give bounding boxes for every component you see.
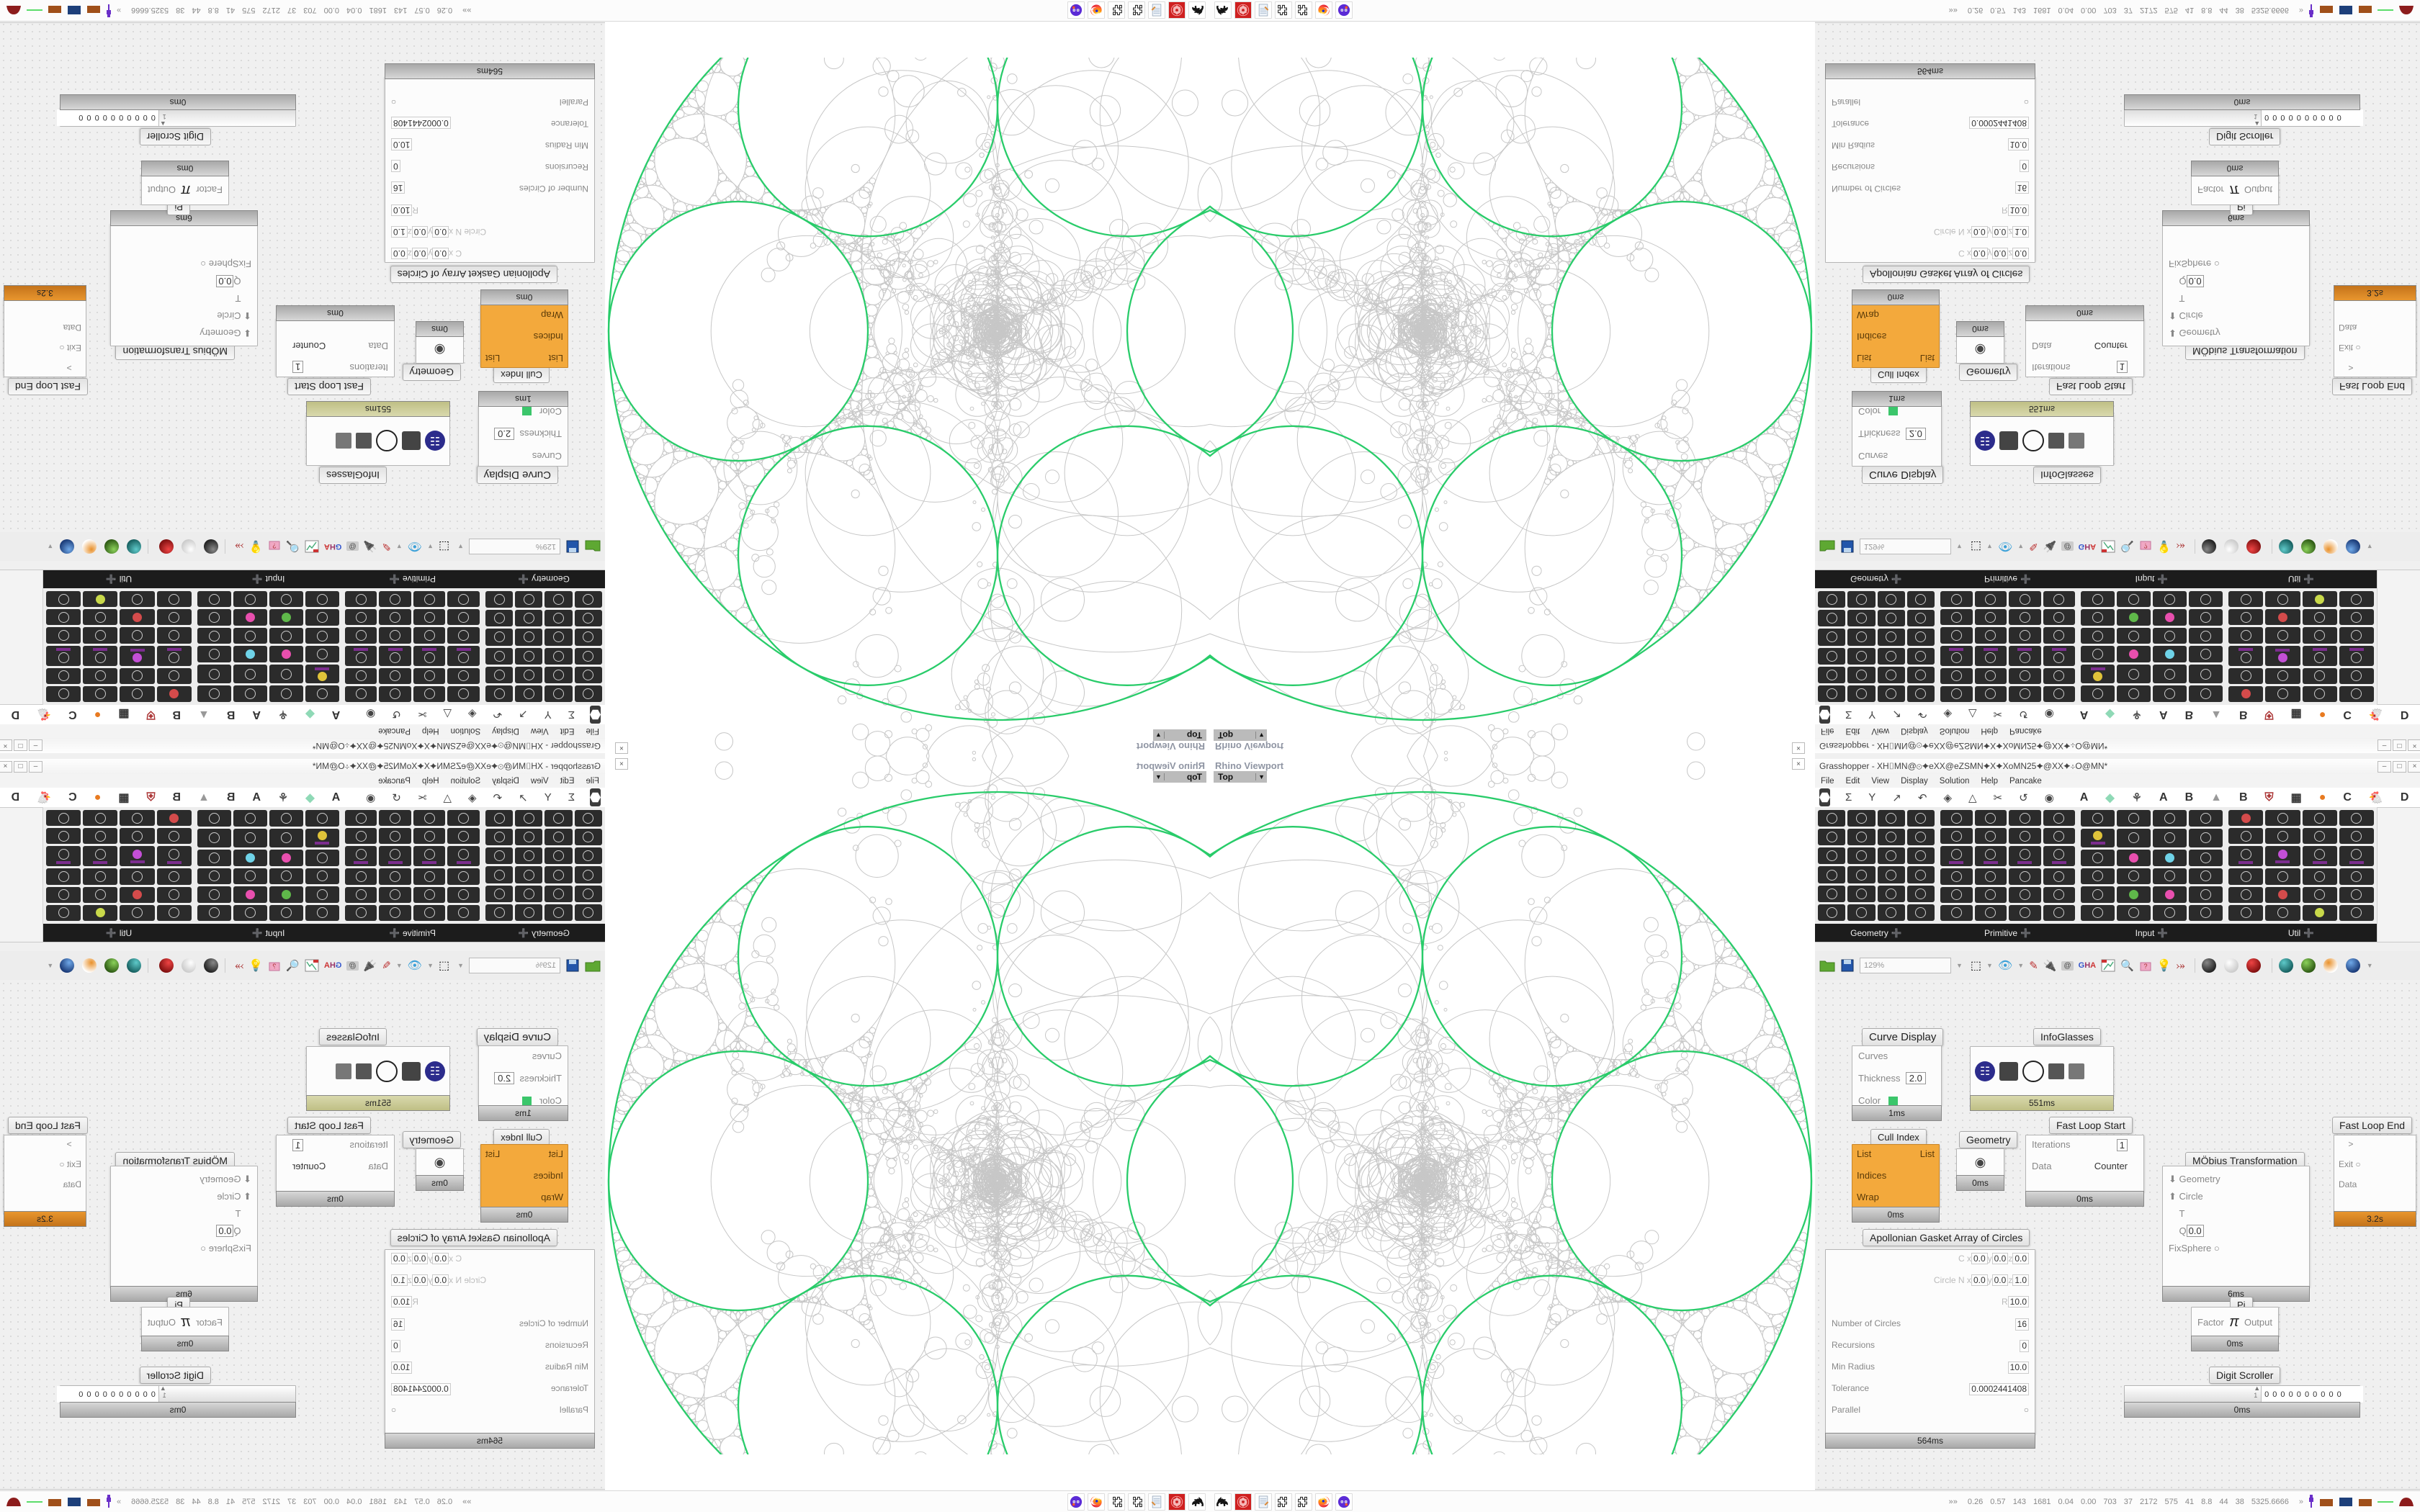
svg-text:?: ?	[273, 963, 277, 970]
svg-text:?: ?	[2143, 542, 2147, 549]
svg-text:?: ?	[2143, 963, 2147, 970]
